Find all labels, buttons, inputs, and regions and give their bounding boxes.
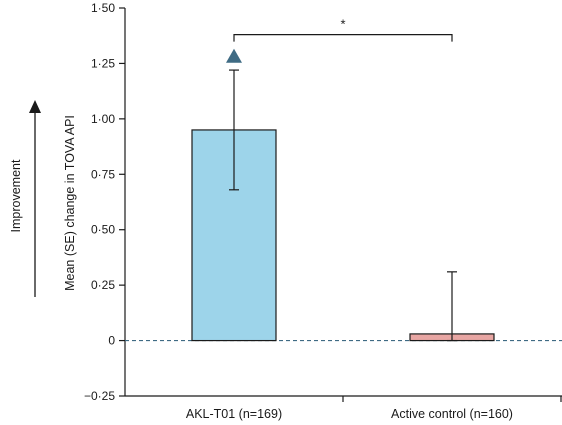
y-axis-title: Mean (SE) change in TOVA API — [63, 115, 77, 291]
x-category-label: AKL-T01 (n=169) — [186, 407, 282, 421]
triangle-marker — [226, 48, 242, 63]
improvement-label: Improvement — [9, 159, 23, 232]
error-bars — [229, 69, 457, 342]
labels: Mean (SE) change in TOVA API Improvement — [9, 100, 77, 297]
y-tick-label: 1·25 — [91, 56, 115, 70]
y-tick-label: 0 — [108, 334, 115, 348]
improvement-arrow-head — [29, 100, 41, 113]
annotations: * — [226, 17, 453, 63]
y-tick-label: 0·50 — [91, 223, 115, 237]
y-tick-label: 1·00 — [91, 112, 115, 126]
y-tick-label: 0·75 — [91, 167, 115, 181]
y-tick-label: 0·25 — [91, 278, 115, 292]
axes: 1·50 1·25 1·00 0·75 0·50 0·25 0 −0·25 AKL-T01 (n… — [84, 1, 562, 421]
significance-asterisk: * — [340, 17, 345, 32]
y-tick-label: −0·25 — [84, 389, 115, 403]
bars — [191, 129, 495, 342]
y-tick-label: 1·50 — [91, 1, 115, 15]
significance-bracket — [233, 34, 453, 42]
x-category-label: Active control (n=160) — [391, 407, 513, 421]
